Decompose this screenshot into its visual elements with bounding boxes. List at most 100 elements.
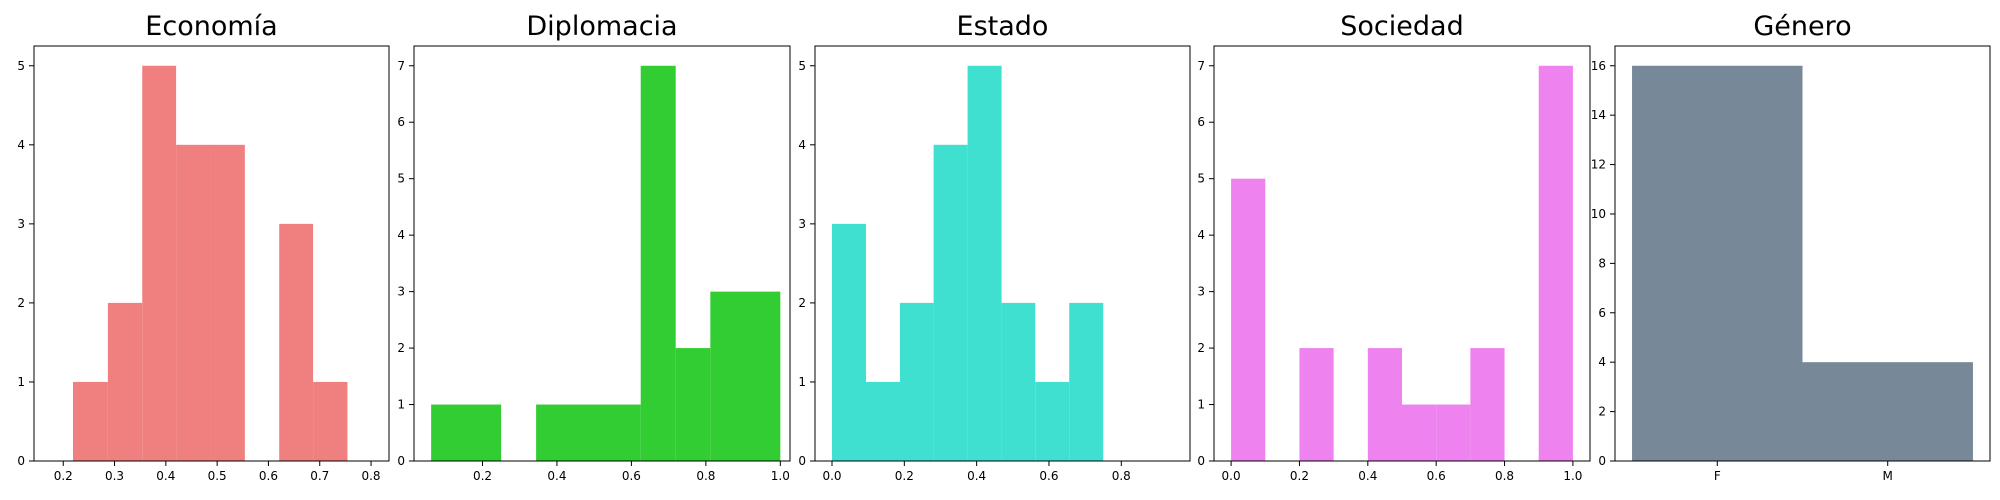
x-tick-label: 0.3 bbox=[105, 469, 124, 483]
x-tick-label: 0.6 bbox=[622, 469, 641, 483]
histogram-bar bbox=[1802, 362, 1973, 461]
histogram-panel: Estado 0.0 0.2 0.4 0.6 0.8 0 1 2 3 4 5 bbox=[798, 11, 1191, 483]
histogram-bar bbox=[640, 65, 676, 461]
histogram-panel: Sociedad 0.0 0.2 0.4 0.6 0.8 1.0 0 1 2 3 4 5 6 7 bbox=[1197, 11, 1591, 483]
y-tick-label: 16 bbox=[1591, 59, 1606, 73]
y-tick-label: 2 bbox=[798, 296, 806, 310]
y-tick-label: 7 bbox=[397, 59, 405, 73]
histogram-bar bbox=[1231, 178, 1266, 461]
y-tick-label: 0 bbox=[17, 454, 25, 468]
histogram-bar bbox=[210, 144, 245, 462]
histogram-bar bbox=[899, 302, 934, 461]
y-tick-label: 5 bbox=[17, 59, 25, 73]
histogram-bar bbox=[279, 223, 314, 461]
plot-frame bbox=[33, 45, 390, 462]
plot-frame bbox=[1213, 45, 1591, 462]
x-tick-label: 0.4 bbox=[1358, 469, 1377, 483]
y-tick-label: 0 bbox=[1598, 454, 1606, 468]
x-tick-label: 0.8 bbox=[1112, 469, 1131, 483]
y-tick-label: 0 bbox=[397, 454, 405, 468]
chart-title: Género bbox=[1753, 11, 1851, 42]
y-tick-label: 4 bbox=[798, 138, 806, 152]
y-tick-label: 6 bbox=[1197, 115, 1205, 129]
y-tick-label: 1 bbox=[17, 375, 25, 389]
y-tick-label: 8 bbox=[1598, 256, 1606, 270]
y-tick-label: 10 bbox=[1591, 207, 1606, 221]
y-tick-label: 4 bbox=[1598, 355, 1606, 369]
histogram-bar bbox=[933, 144, 968, 462]
histogram-bar bbox=[831, 223, 866, 461]
plot-frame bbox=[413, 45, 791, 462]
histogram-bar bbox=[1538, 65, 1573, 461]
y-tick-label: 1 bbox=[798, 375, 806, 389]
y-tick-label: 4 bbox=[397, 228, 405, 242]
histogram-bar bbox=[1632, 65, 1803, 461]
y-tick-label: 1 bbox=[1197, 398, 1205, 412]
histogram-panel: Género F M 0 2 4 6 8 10 12 14 16 bbox=[1591, 11, 1991, 483]
x-tick-label: 0.0 bbox=[1222, 469, 1241, 483]
histogram-bar bbox=[865, 381, 900, 461]
x-tick-label: 0.8 bbox=[696, 469, 715, 483]
histogram-bar bbox=[1299, 348, 1334, 461]
histogram-panel: Diplomacia 0.2 0.4 0.6 0.8 1.0 0 1 2 3 4 5 6 7 bbox=[397, 11, 791, 483]
histogram-bar bbox=[72, 381, 108, 461]
chart-title: Sociedad bbox=[1340, 11, 1463, 42]
chart-title: Estado bbox=[957, 11, 1049, 42]
x-tick-label: 1.0 bbox=[1563, 469, 1582, 483]
x-tick-label: 0.8 bbox=[1495, 469, 1514, 483]
plot-frame bbox=[814, 45, 1191, 462]
x-tick-label: 0.6 bbox=[259, 469, 278, 483]
x-tick-label: 0.6 bbox=[1427, 469, 1446, 483]
y-tick-label: 12 bbox=[1591, 158, 1606, 172]
y-tick-label: 3 bbox=[397, 285, 405, 299]
y-tick-label: 14 bbox=[1591, 108, 1606, 122]
x-tick-label: 0.2 bbox=[473, 469, 492, 483]
histogram-bar bbox=[1069, 302, 1104, 461]
x-tick-label: 0.2 bbox=[895, 469, 914, 483]
chart-title: Diplomacia bbox=[526, 11, 677, 42]
histogram-bar bbox=[142, 65, 177, 461]
y-tick-label: 5 bbox=[397, 172, 405, 186]
y-tick-label: 2 bbox=[1598, 405, 1606, 419]
x-tick-label: 0.5 bbox=[208, 469, 227, 483]
chart-title: Economía bbox=[145, 11, 277, 42]
y-tick-label: 3 bbox=[798, 217, 806, 231]
histogram-bar bbox=[1436, 404, 1471, 461]
y-tick-label: 7 bbox=[1197, 59, 1205, 73]
histogram-bar bbox=[1470, 348, 1505, 461]
histogram-bar bbox=[1367, 348, 1402, 461]
x-tick-label: 0.4 bbox=[156, 469, 175, 483]
y-tick-label: 4 bbox=[17, 138, 25, 152]
y-tick-label: 2 bbox=[397, 341, 405, 355]
histogram-bar bbox=[1001, 302, 1036, 461]
x-tick-label: 0.2 bbox=[54, 469, 73, 483]
x-tick-label: 0.8 bbox=[361, 469, 380, 483]
y-tick-label: 6 bbox=[1598, 306, 1606, 320]
histogram-bar bbox=[536, 404, 641, 461]
histogram-bar bbox=[1402, 404, 1437, 461]
histogram-bar bbox=[107, 302, 143, 461]
y-tick-label: 2 bbox=[1197, 341, 1205, 355]
y-tick-label: 0 bbox=[1197, 454, 1205, 468]
x-tick-label: 0.4 bbox=[967, 469, 986, 483]
histogram-bar bbox=[675, 348, 711, 461]
x-tick-label: F bbox=[1714, 469, 1721, 483]
x-tick-label: 0.2 bbox=[1290, 469, 1309, 483]
histogram-bar bbox=[1035, 381, 1070, 461]
y-tick-label: 0 bbox=[798, 454, 806, 468]
histogram-bar bbox=[176, 144, 211, 462]
histogram-bar bbox=[431, 404, 502, 461]
histogram-bar bbox=[967, 65, 1002, 461]
plot-frame bbox=[1614, 45, 1991, 462]
x-tick-label: 1.0 bbox=[771, 469, 790, 483]
x-tick-label: 0.6 bbox=[1039, 469, 1058, 483]
histogram-panel: Economía 0.2 0.3 0.4 0.5 0.6 0.7 0.8 0 1 2 3 4 5 bbox=[17, 11, 390, 483]
y-tick-label: 5 bbox=[798, 59, 806, 73]
histogram-bar bbox=[710, 291, 781, 461]
histogram-bar bbox=[313, 381, 348, 461]
x-tick-label: M bbox=[1883, 469, 1893, 483]
y-tick-label: 2 bbox=[17, 296, 25, 310]
y-tick-label: 5 bbox=[1197, 172, 1205, 186]
x-tick-label: 0.0 bbox=[822, 469, 841, 483]
